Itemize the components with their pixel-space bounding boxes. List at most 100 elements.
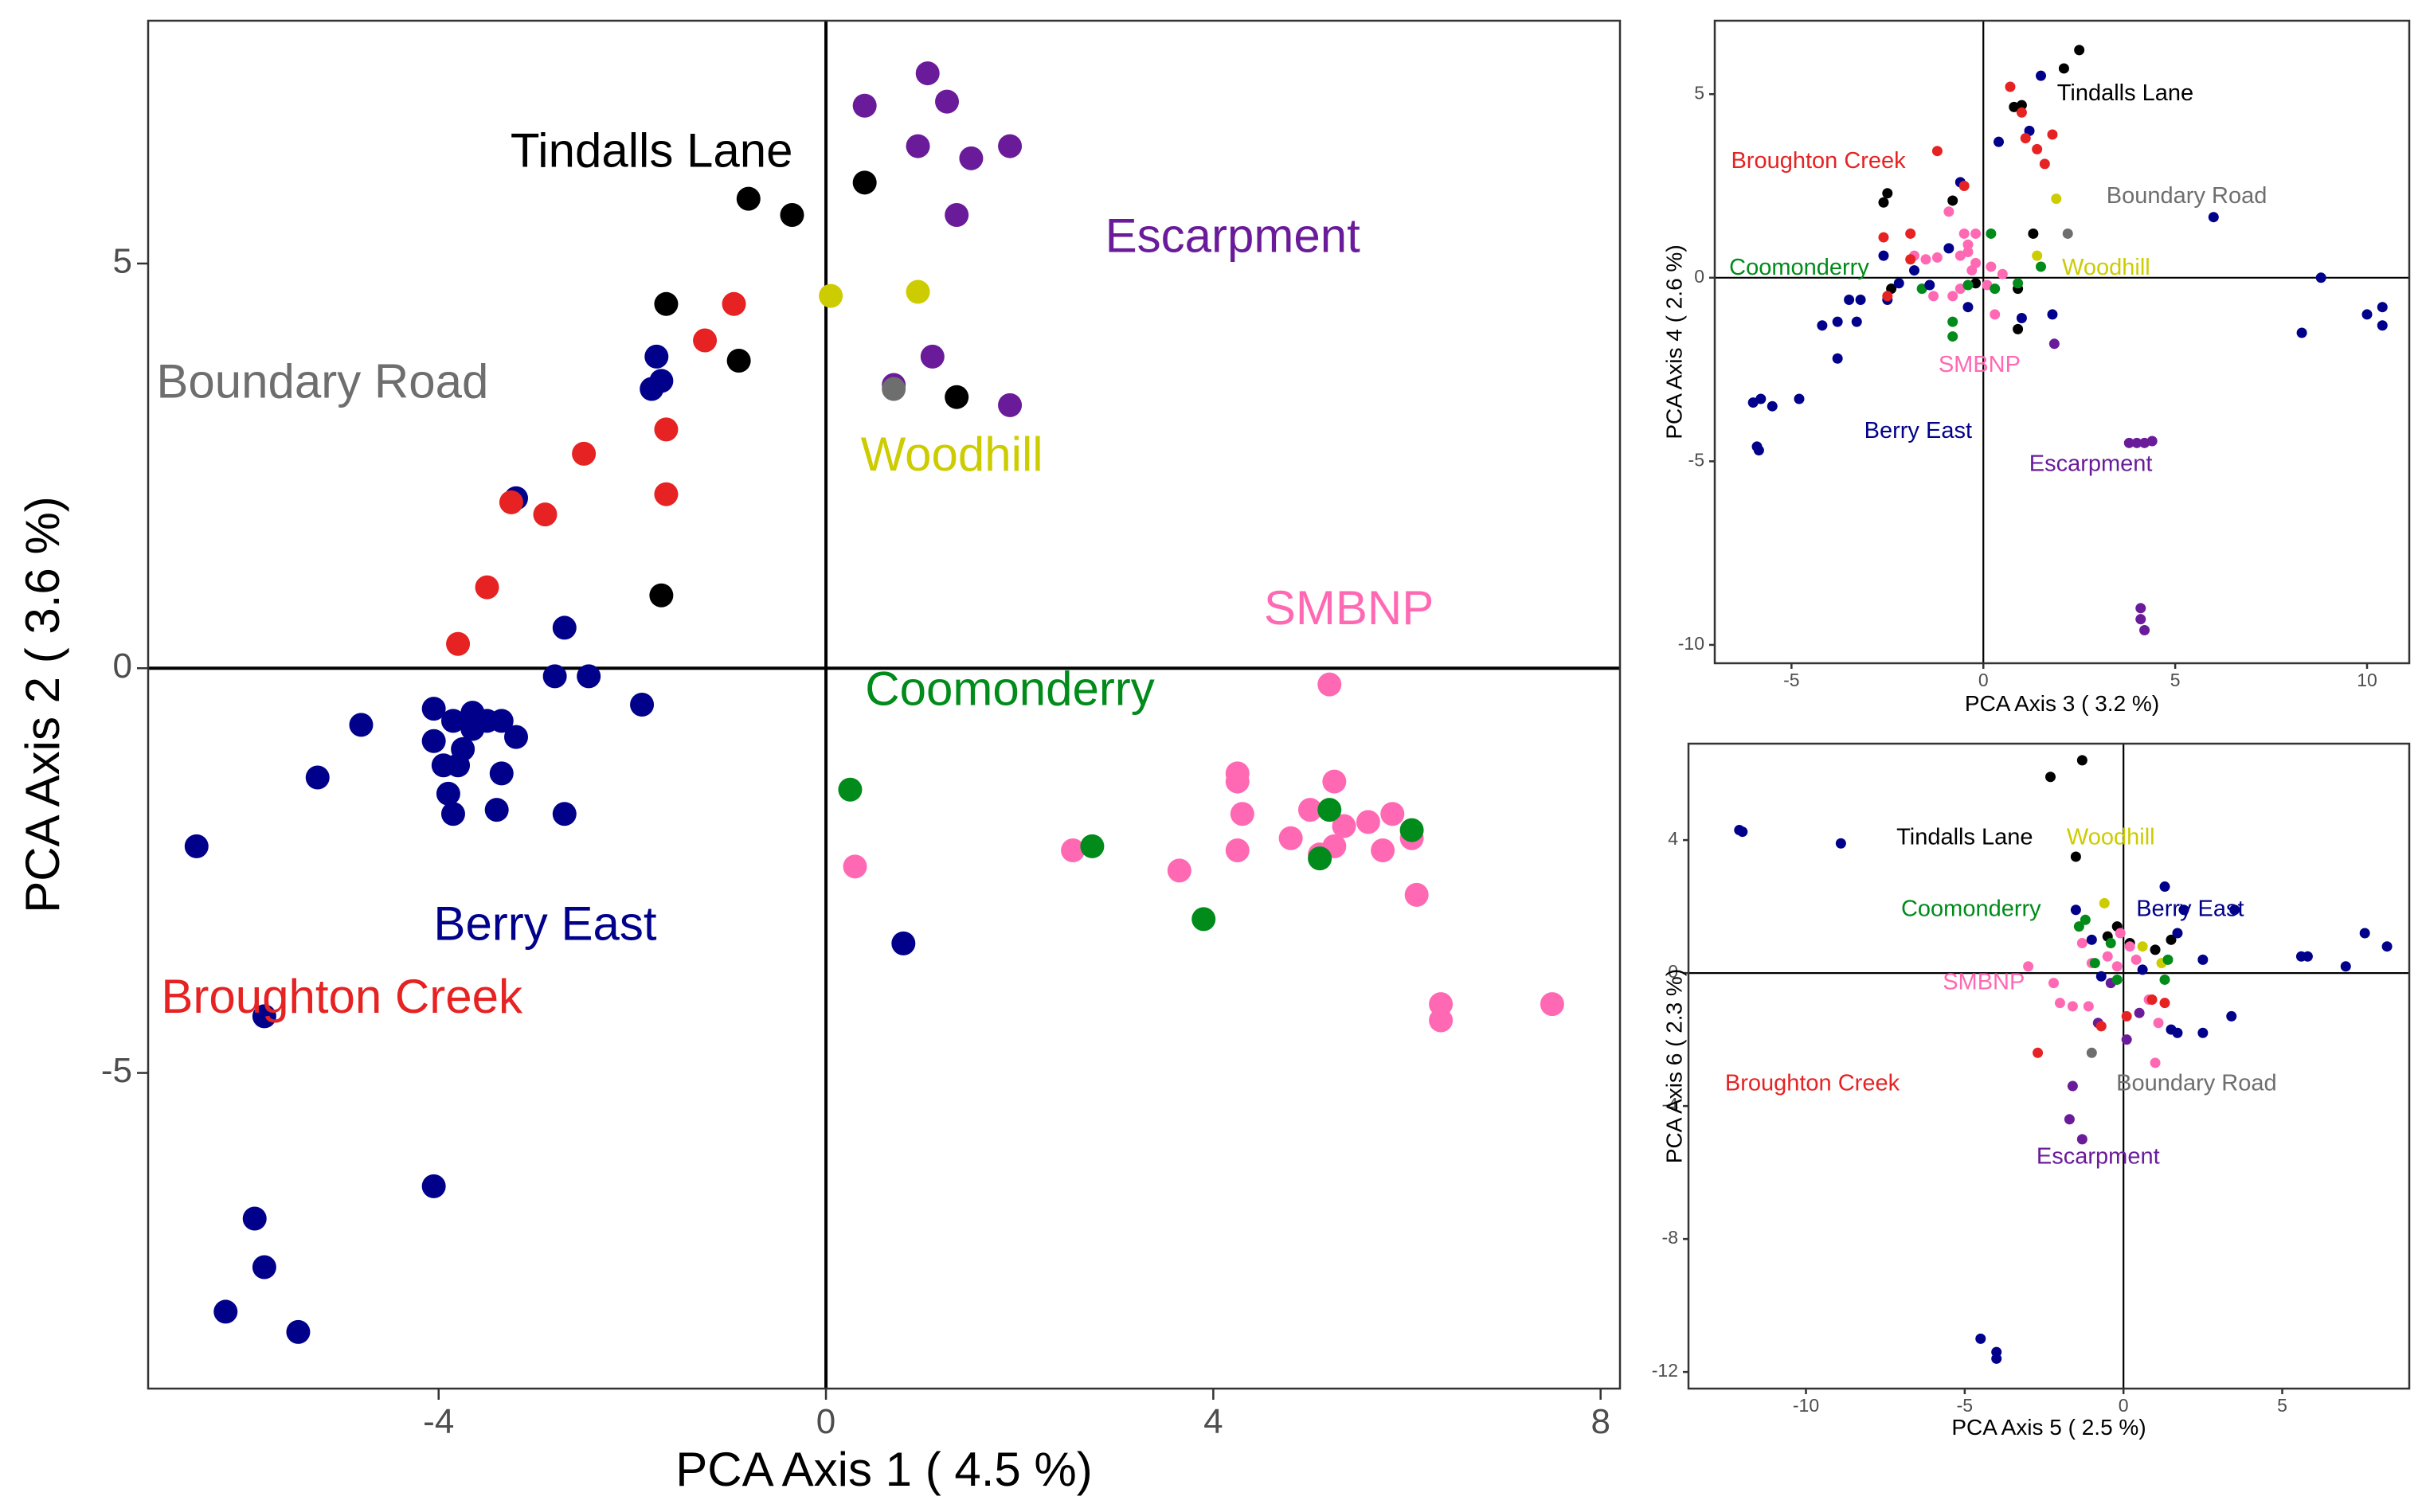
group-label-boundary-road: Boundary Road — [2107, 183, 2267, 209]
data-point — [2115, 928, 2126, 939]
data-point — [654, 482, 679, 506]
group-label-berry-east: Berry East — [2136, 896, 2244, 921]
data-point — [2032, 143, 2043, 154]
data-point — [2296, 327, 2307, 338]
series-boundary-road — [2062, 228, 2073, 239]
data-point — [2377, 320, 2388, 331]
x-tick-label: 0 — [816, 1402, 835, 1441]
bottom-right-pca-panel: Tindalls Lane Woodhill Coomonderry Berry Ea… — [1652, 742, 2411, 1440]
data-point — [1962, 302, 1974, 313]
data-point — [1997, 268, 2008, 279]
data-point — [2023, 961, 2034, 972]
data-point — [2166, 1024, 2177, 1035]
data-point — [2377, 302, 2388, 313]
data-point — [2146, 436, 2158, 447]
series-tindalls-lane — [2044, 755, 2177, 955]
series-smbnp — [843, 672, 1564, 1033]
data-point — [1924, 279, 1935, 291]
data-point — [499, 490, 523, 514]
data-point — [577, 664, 601, 689]
group-label-tindalls-lane: Tindalls Lane — [511, 124, 793, 178]
data-point — [446, 753, 471, 778]
main-pca-panel: Tindalls Lane Escarpment Boundary Road Wood… — [16, 19, 1622, 1496]
series-coomonderry — [1916, 228, 2047, 342]
data-point — [1947, 331, 1958, 342]
data-point — [1916, 283, 1927, 295]
data-point — [1909, 265, 1920, 276]
data-point — [421, 697, 446, 721]
data-point — [2039, 158, 2050, 170]
data-point — [2032, 250, 2043, 261]
data-point — [2074, 45, 2085, 56]
series-escarpment — [852, 61, 1023, 417]
data-point — [1371, 838, 1395, 862]
x-axis-title: PCA Axis 5 ( 2.5 %) — [1951, 1415, 2146, 1440]
data-point — [2159, 974, 2170, 985]
data-point — [2064, 1114, 2075, 1125]
data-point — [542, 664, 567, 689]
data-point — [2016, 100, 2027, 111]
data-point — [891, 931, 916, 955]
data-point — [1308, 846, 1332, 871]
data-point — [421, 729, 446, 753]
data-point — [1080, 834, 1105, 858]
group-label-smbnp: SMBNP — [1943, 969, 2025, 994]
data-point — [460, 717, 485, 741]
data-point — [1755, 393, 1767, 404]
data-point — [1928, 291, 1939, 302]
data-point — [1943, 206, 1954, 217]
data-point — [1986, 261, 1997, 272]
y-tick-label: -4 — [1662, 1094, 1679, 1115]
data-point — [421, 1174, 446, 1198]
data-point — [915, 61, 940, 86]
y-tick-label: 5 — [113, 242, 132, 281]
data-point — [1356, 810, 1380, 834]
data-point — [2058, 63, 2069, 74]
data-point — [2197, 1027, 2209, 1038]
group-label-coomonderry: Coomonderry — [1729, 255, 1869, 280]
data-point — [945, 385, 969, 409]
series-smbnp — [1909, 206, 2008, 320]
data-point — [484, 798, 509, 822]
group-label-berry-east: Berry East — [433, 897, 656, 950]
data-point — [2080, 914, 2091, 925]
series-berry-east — [1747, 70, 2388, 456]
data-point — [2178, 904, 2189, 916]
data-point — [1970, 257, 1982, 268]
data-point — [2121, 1034, 2132, 1045]
data-point — [2208, 212, 2219, 223]
series-boundary-road — [882, 377, 906, 401]
data-point — [1851, 316, 1862, 327]
data-point — [2124, 941, 2135, 952]
data-point — [2146, 994, 2158, 1005]
data-point — [2016, 313, 2027, 324]
data-point — [736, 186, 761, 211]
data-point — [2086, 1047, 2097, 1058]
group-label-escarpment: Escarpment — [1105, 209, 1360, 262]
group-label-broughton-creek: Broughton Creek — [1731, 148, 1906, 174]
data-point — [1970, 228, 1982, 239]
group-label-boundary-road: Boundary Road — [156, 354, 488, 408]
data-point — [440, 802, 465, 826]
series-woodhill — [819, 279, 930, 308]
group-label-berry-east: Berry East — [1864, 418, 1972, 443]
data-point — [920, 344, 945, 369]
x-tick-label: 0 — [2119, 1395, 2129, 1416]
data-point — [2036, 261, 2047, 272]
data-point — [2340, 961, 2351, 972]
data-point — [2135, 603, 2146, 614]
data-point — [2139, 624, 2150, 635]
series-broughton-creek — [2033, 994, 2170, 1058]
x-tick-label: -5 — [1783, 670, 1799, 690]
data-point — [1747, 397, 1759, 408]
y-tick-label: -8 — [1662, 1227, 1678, 1248]
data-point — [1832, 316, 1843, 327]
data-point — [2076, 755, 2087, 766]
data-point — [489, 761, 514, 786]
data-point — [1404, 882, 1429, 907]
data-point — [184, 834, 209, 858]
group-label-escarpment: Escarpment — [2037, 1143, 2160, 1169]
x-tick-label: 10 — [2357, 670, 2377, 690]
data-point — [2099, 897, 2110, 908]
data-point — [1540, 992, 1564, 1017]
